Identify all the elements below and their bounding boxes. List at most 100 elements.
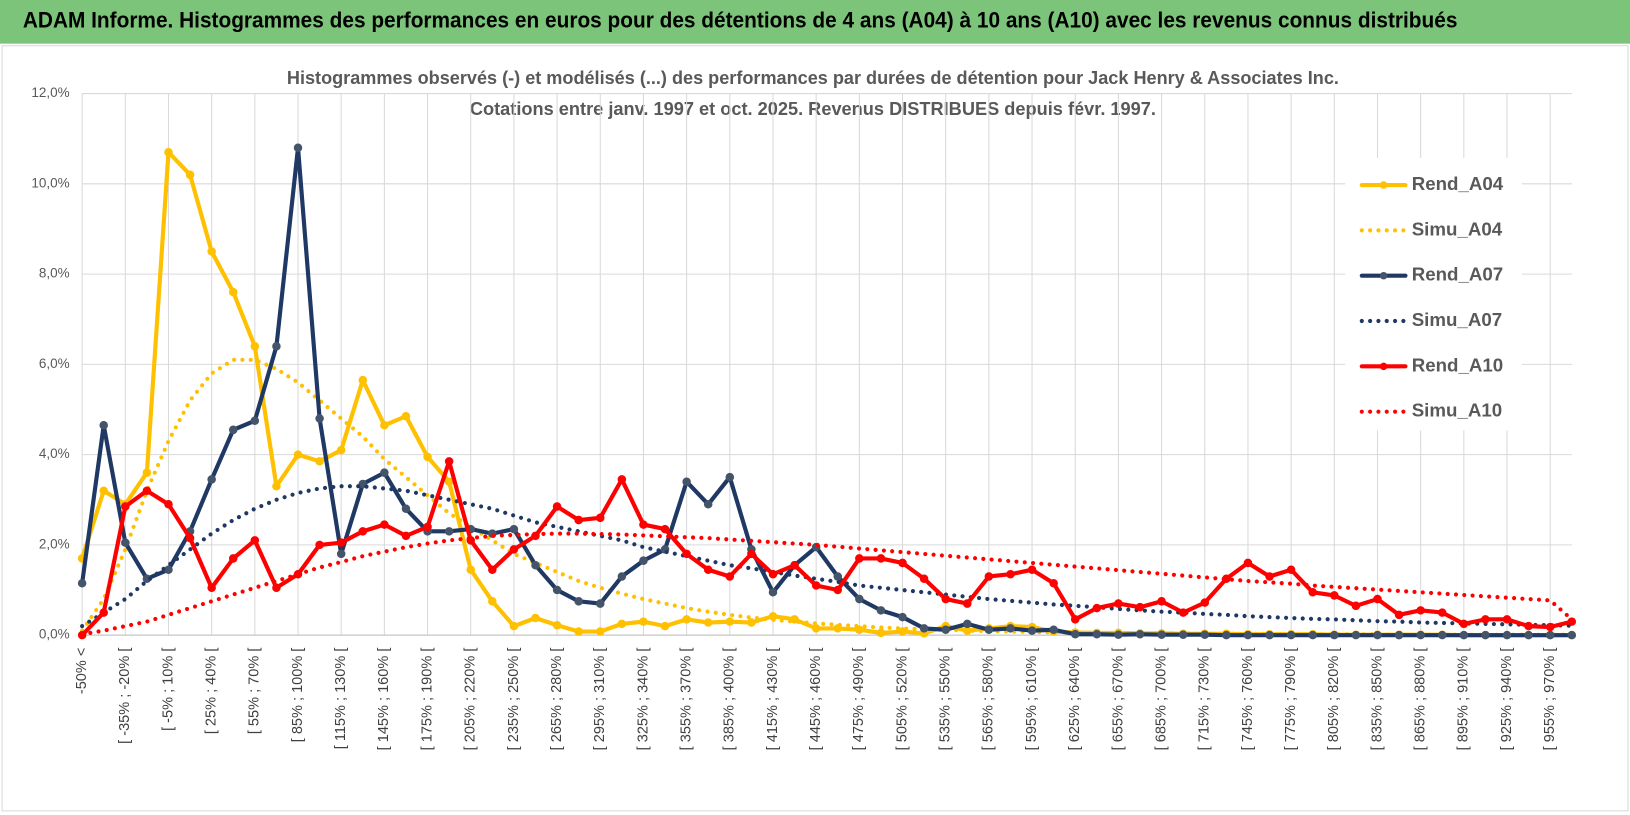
- x-tick-label: [ 745% ; 760% [: [1240, 648, 1256, 751]
- point-marker: [272, 583, 281, 593]
- point-marker: [811, 581, 821, 590]
- x-tick-label: [ 265% ; 280% [: [549, 648, 565, 751]
- point-marker: [876, 554, 886, 563]
- y-tick-label: 12,0%: [31, 85, 69, 100]
- point-marker: [164, 147, 173, 157]
- point-marker: [423, 522, 432, 532]
- point-marker: [1524, 630, 1533, 640]
- point-marker: [963, 599, 972, 608]
- point-marker: [941, 625, 950, 635]
- point-marker: [1567, 617, 1577, 626]
- point-marker: [617, 572, 627, 581]
- point-marker: [596, 627, 605, 636]
- point-marker: [1502, 615, 1512, 624]
- point-marker: [552, 620, 562, 630]
- x-tick-label: [ 715% ; 730% [: [1197, 648, 1213, 751]
- point-marker: [574, 627, 583, 636]
- point-marker: [1006, 624, 1015, 633]
- x-tick-label: [ 835% ; 850% [: [1369, 648, 1385, 751]
- point-marker: [250, 342, 260, 351]
- legend-marker: [1379, 271, 1388, 280]
- point-marker: [919, 624, 929, 633]
- point-marker: [207, 475, 216, 484]
- point-marker: [315, 540, 324, 550]
- point-marker: [1243, 630, 1253, 640]
- legend-label: Simu_A04: [1412, 218, 1503, 239]
- point-marker: [1373, 630, 1382, 640]
- point-marker: [682, 477, 691, 486]
- x-tick-label: [ 415% ; 430% [: [765, 648, 781, 751]
- point-marker: [531, 613, 540, 623]
- point-marker: [358, 527, 368, 536]
- y-tick-label: 0,0%: [39, 627, 70, 642]
- point-marker: [790, 560, 799, 570]
- point-marker: [552, 585, 562, 595]
- model-line: [80, 531, 1574, 637]
- x-tick-label: [ 385% ; 400% [: [722, 648, 738, 751]
- point-marker: [1200, 598, 1210, 607]
- point-marker: [682, 549, 691, 559]
- x-tick-label: [ 925% ; 940% [: [1499, 648, 1515, 751]
- point-marker: [1006, 569, 1015, 579]
- y-tick-label: 2,0%: [39, 536, 70, 551]
- point-marker: [1070, 629, 1080, 639]
- header-title: ADAM Informe. Histogrammes des performan…: [23, 8, 1458, 33]
- point-marker: [984, 572, 994, 581]
- legend-label: Rend_A10: [1412, 354, 1503, 375]
- observed-line: [80, 459, 1574, 638]
- point-marker: [855, 625, 864, 635]
- x-tick-label: [ 175% ; 190% [: [419, 648, 435, 751]
- point-marker: [444, 527, 454, 536]
- point-marker: [509, 545, 519, 554]
- point-marker: [552, 502, 562, 511]
- y-tick-label: 6,0%: [39, 356, 70, 371]
- point-marker: [574, 515, 583, 525]
- point-marker: [1114, 630, 1123, 639]
- point-marker: [99, 421, 108, 430]
- point-marker: [898, 627, 907, 636]
- point-marker: [142, 468, 152, 477]
- point-marker: [1437, 608, 1447, 617]
- point-marker: [1222, 630, 1231, 640]
- point-marker: [725, 617, 735, 626]
- point-marker: [1243, 558, 1253, 568]
- point-marker: [1178, 608, 1188, 617]
- x-tick-label: [ 145% ; 160% [: [376, 648, 392, 751]
- point-marker: [1286, 630, 1296, 640]
- chart-subtitle: Cotations entre janv. 1997 et oct. 2025.…: [470, 98, 1156, 119]
- point-marker: [876, 606, 886, 615]
- x-tick-label: [ 25% ; 40% [: [204, 648, 220, 735]
- point-marker: [336, 538, 346, 547]
- point-marker: [250, 416, 260, 426]
- point-marker: [164, 500, 173, 509]
- point-marker: [574, 597, 583, 606]
- x-tick-label: [ 595% ; 610% [: [1024, 648, 1040, 751]
- legend-label: Rend_A07: [1412, 264, 1503, 285]
- x-tick-label: [ 865% ; 880% [: [1413, 648, 1429, 751]
- point-marker: [380, 421, 389, 430]
- point-marker: [1135, 629, 1145, 639]
- point-marker: [703, 618, 713, 627]
- point-marker: [703, 565, 713, 574]
- x-tick-label: [ -5% ; 10% [: [160, 648, 176, 731]
- point-marker: [898, 612, 907, 622]
- point-marker: [1394, 610, 1404, 620]
- point-marker: [833, 585, 843, 595]
- point-marker: [1351, 601, 1361, 611]
- x-tick-label: [ 655% ; 670% [: [1110, 648, 1126, 751]
- x-tick-label: [ -35% ; -20% [: [117, 648, 133, 744]
- point-marker: [703, 500, 713, 509]
- point-marker: [1330, 591, 1339, 600]
- x-tick-label: [ 115% ; 130% [: [333, 648, 349, 750]
- header-bar: [0, 0, 1630, 44]
- point-marker: [142, 486, 152, 495]
- point-marker: [228, 554, 238, 563]
- point-marker: [1200, 630, 1210, 639]
- point-marker: [423, 452, 432, 462]
- legend-label: Rend_A04: [1412, 173, 1504, 194]
- point-marker: [1459, 619, 1469, 629]
- point-marker: [99, 486, 108, 495]
- title-backdrop: [283, 62, 1345, 127]
- point-marker: [293, 143, 303, 152]
